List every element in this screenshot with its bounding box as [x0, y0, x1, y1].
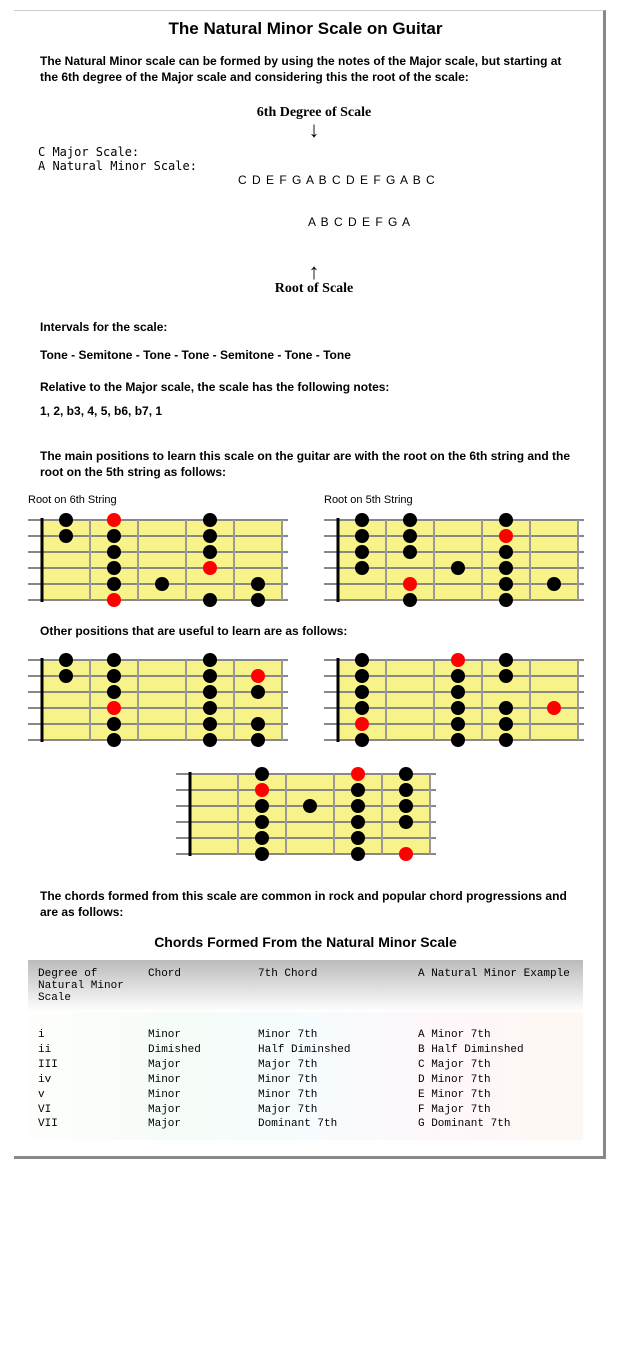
- chord-row: VIMajorMajor 7thF Major 7th: [38, 1103, 573, 1118]
- chord-header-chord: Chord: [148, 968, 258, 1004]
- chord-row: VIIMajorDominant 7thG Dominant 7th: [38, 1117, 573, 1132]
- relative-notes: 1, 2, b3, 4, 5, b6, b7, 1: [40, 404, 571, 418]
- chords-title: Chords Formed From the Natural Minor Sca…: [14, 934, 597, 950]
- fretboard-pos5: [324, 510, 584, 610]
- page-title: The Natural Minor Scale on Guitar: [14, 19, 597, 39]
- fretboard-pos6: [28, 510, 288, 610]
- intervals-heading: Intervals for the scale:: [40, 319, 571, 335]
- minor-scale-label: A Natural Minor Scale:: [38, 159, 238, 173]
- sixth-degree-block: 6th Degree of Scale ↓: [224, 105, 404, 139]
- fretboard-pos3: [28, 650, 288, 750]
- chord-header-degree: Degree of Natural Minor Scale: [38, 968, 148, 1004]
- chord-row: ivMinorMinor 7thD Minor 7th: [38, 1073, 573, 1088]
- fret-title-pos6: Root on 6th String: [28, 494, 288, 506]
- relative-heading: Relative to the Major scale, the scale h…: [40, 380, 571, 394]
- chord-table: Degree of Natural Minor Scale Chord 7th …: [28, 960, 583, 1140]
- chord-header-seventh: 7th Chord: [258, 968, 418, 1004]
- arrow-down-icon: ↓: [224, 121, 404, 139]
- chord-table-body: iMinorMinor 7thA Minor 7thiiDimishedHalf…: [28, 1012, 583, 1140]
- scale-comparison: C Major Scale: A Natural Minor Scale: C …: [38, 145, 573, 257]
- major-scale-notes: C D E F G A B C D E F G A B C: [238, 173, 573, 187]
- root-label: Root of Scale: [224, 281, 404, 297]
- chord-table-header: Degree of Natural Minor Scale Chord 7th …: [28, 960, 583, 1012]
- fretboard-pos5b: [176, 764, 436, 864]
- minor-scale-notes: A B C D E F G A: [238, 215, 573, 229]
- intervals-text: Tone - Semitone - Tone - Tone - Semitone…: [40, 348, 571, 362]
- chord-row: IIIMajorMajor 7thC Major 7th: [38, 1058, 573, 1073]
- major-scale-label: C Major Scale:: [38, 145, 238, 159]
- chord-row: iiDimishedHalf DiminshedB Half Diminshed: [38, 1043, 573, 1058]
- root-block: ↑ Root of Scale: [224, 263, 404, 297]
- chord-header-example: A Natural Minor Example: [418, 968, 573, 1004]
- other-positions-intro: Other positions that are useful to learn…: [40, 624, 571, 638]
- positions-intro: The main positions to learn this scale o…: [40, 448, 571, 480]
- chord-row: iMinorMinor 7thA Minor 7th: [38, 1028, 573, 1043]
- intro-text: The Natural Minor scale can be formed by…: [40, 53, 571, 85]
- fret-title-pos5: Root on 5th String: [324, 494, 584, 506]
- arrow-up-icon: ↑: [224, 263, 404, 281]
- chords-intro: The chords formed from this scale are co…: [40, 888, 571, 920]
- fretboard-pos4: [324, 650, 584, 750]
- chord-row: vMinorMinor 7thE Minor 7th: [38, 1088, 573, 1103]
